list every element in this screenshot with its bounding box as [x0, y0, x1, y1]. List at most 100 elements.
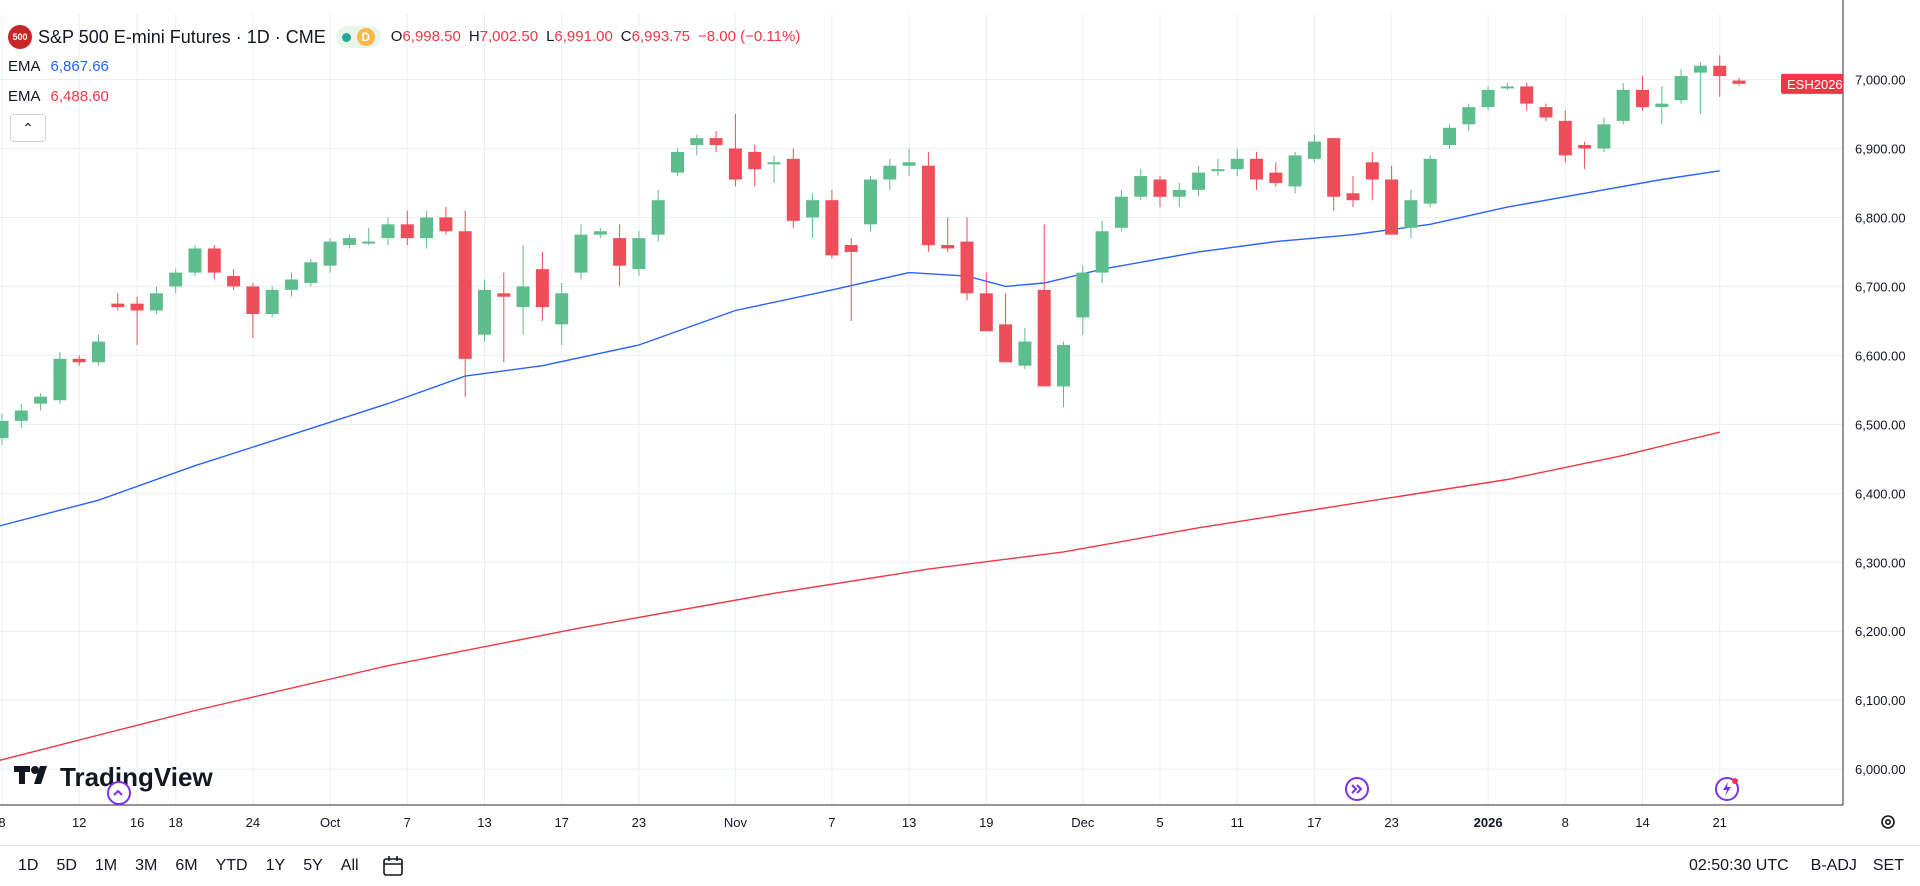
range-1d-button[interactable]: 1D: [18, 857, 39, 874]
range-5y-button[interactable]: 5Y: [303, 857, 323, 874]
range-1y-button[interactable]: 1Y: [265, 857, 286, 874]
collapse-legend-button[interactable]: ⌃: [10, 114, 46, 142]
candle-body: [1616, 89, 1630, 121]
ema-lines: [0, 170, 1720, 761]
candle-body: [1037, 289, 1051, 387]
tradingview-logo[interactable]: TradingView: [14, 762, 213, 793]
candle: [1674, 69, 1688, 104]
data-status-badge: D: [356, 28, 375, 46]
y-tick-label: 6,200.00: [1855, 624, 1906, 639]
utc-clock[interactable]: 02:50:30 UTC: [1689, 857, 1789, 874]
candle: [941, 217, 955, 252]
time-axis[interactable]: 8 12 16 18 24 Oct 7 13 17 23 Nov 7 13 19 Dec 5 11 17 23 202…: [0, 804, 1843, 830]
ohlc-close: C6,993.75: [620, 28, 691, 45]
ema-fast-row[interactable]: EMA 6,867.66: [8, 52, 808, 82]
event-forward-icon[interactable]: [1344, 776, 1370, 802]
candle: [246, 282, 260, 339]
candle-body: [999, 324, 1013, 363]
candle: [458, 210, 472, 397]
candle: [285, 272, 298, 297]
candle: [149, 286, 163, 314]
event-marker-icon[interactable]: [106, 780, 132, 806]
candle: [1076, 265, 1090, 335]
candle-body: [516, 286, 530, 308]
price-axis[interactable]: 6,000.00 6,100.00 6,200.00 6,300.00 6,400.00…: [1842, 0, 1906, 805]
candle-body: [265, 289, 279, 314]
symbol-logo[interactable]: 500: [8, 25, 32, 49]
candle-body: [1346, 193, 1360, 201]
candle: [1346, 176, 1360, 208]
symbol-title[interactable]: S&P 500 E-mini Futures · 1D · CME: [38, 27, 326, 47]
candle: [1095, 220, 1109, 283]
candle-body: [0, 420, 9, 439]
candle-body: [632, 238, 646, 270]
y-tick-label: 6,900.00: [1855, 141, 1906, 156]
y-tick-label: 6,500.00: [1855, 417, 1906, 432]
price-tag-box: [1781, 73, 1843, 94]
candle: [786, 148, 800, 228]
ohlc-high: H7,002.50: [468, 28, 539, 45]
candle: [1655, 86, 1669, 125]
candle: [478, 279, 491, 342]
candle-body: [1693, 65, 1707, 73]
candle: [1269, 162, 1283, 187]
candle: [1616, 82, 1630, 125]
calendar-goto-icon[interactable]: [381, 855, 405, 877]
x-tick-label: 18: [168, 815, 182, 830]
candle-body: [806, 200, 820, 218]
x-tick-label: 23: [1384, 815, 1398, 830]
back-adjust-button[interactable]: B-ADJ: [1810, 857, 1857, 874]
candle-body: [709, 138, 723, 146]
candle-body: [14, 410, 28, 421]
lightning-event-icon[interactable]: [1714, 776, 1740, 802]
x-tick-label: 7: [828, 815, 835, 830]
candle-body: [1539, 107, 1553, 118]
session-button[interactable]: SET: [1872, 857, 1904, 874]
candle-body: [1018, 341, 1032, 366]
candle: [1693, 62, 1707, 114]
price-chart[interactable]: 6,000.00 6,100.00 6,200.00 6,300.00 6,400.00…: [0, 0, 1920, 845]
range-3m-button[interactable]: 3M: [135, 857, 158, 874]
candle-body: [1520, 86, 1534, 104]
candle-body: [1558, 120, 1572, 156]
ema-slow-line: [0, 431, 1720, 761]
range-6m-button[interactable]: 6M: [175, 857, 198, 874]
market-status-pill[interactable]: D: [335, 26, 381, 48]
range-ytd-button[interactable]: YTD: [215, 857, 248, 874]
candle: [1500, 82, 1514, 90]
candle: [342, 234, 356, 249]
candle-body: [902, 162, 916, 166]
candle-body: [1713, 65, 1727, 77]
candle-body: [1365, 162, 1379, 180]
candle: [111, 293, 125, 311]
candle-body: [1230, 158, 1244, 170]
candle-body: [1578, 145, 1592, 149]
candle: [169, 269, 183, 294]
x-tick-label: 12: [72, 815, 86, 830]
candle-body: [960, 241, 974, 294]
candle: [381, 217, 395, 246]
x-tick-label: 8: [1562, 815, 1569, 830]
candle-body: [1462, 107, 1476, 125]
range-all-button[interactable]: All: [340, 857, 359, 874]
range-5d-button[interactable]: 5D: [56, 857, 77, 874]
gear-icon[interactable]: [1878, 812, 1898, 832]
candle-body: [1423, 158, 1437, 204]
candle: [1443, 124, 1456, 149]
candle: [72, 355, 86, 366]
candle-body: [342, 238, 356, 246]
candle-body: [535, 269, 549, 308]
candle: [1404, 189, 1418, 239]
candle-body: [1095, 231, 1109, 273]
candle: [1172, 182, 1186, 208]
ema-slow-row[interactable]: EMA 6,488.60: [8, 82, 808, 112]
ohlc-change: −8.00 (−0.11%): [698, 28, 801, 45]
range-1m-button[interactable]: 1M: [94, 857, 118, 874]
candle-body: [1114, 196, 1128, 228]
candle-body: [593, 231, 607, 235]
candle-body: [72, 358, 86, 363]
x-tick-label: 11: [1230, 815, 1244, 830]
y-tick-label: 6,800.00: [1855, 210, 1906, 225]
candle-body: [574, 234, 588, 273]
candle: [902, 148, 916, 177]
